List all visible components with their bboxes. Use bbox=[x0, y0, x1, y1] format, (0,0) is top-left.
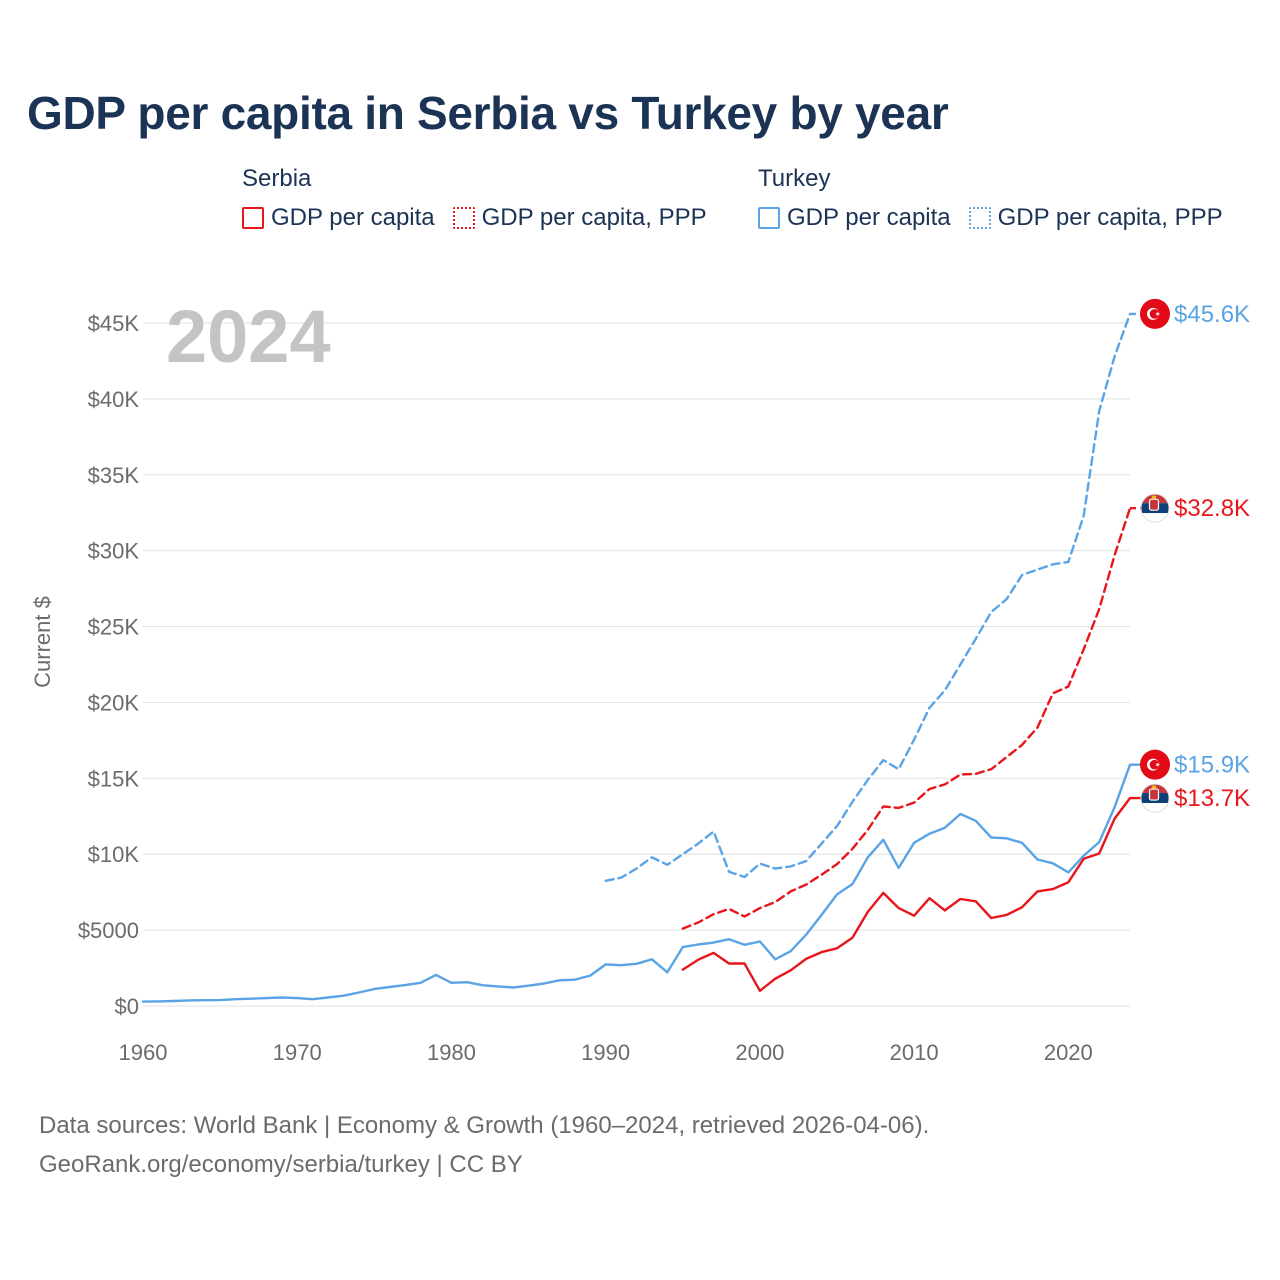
legend-swatch-serbia-solid-icon bbox=[242, 207, 264, 229]
end-value-label: $13.7K bbox=[1174, 785, 1250, 812]
serbia-flag-icon bbox=[1140, 493, 1170, 523]
y-tick-label: $30K bbox=[88, 539, 140, 564]
line-chart: $0$5000$10K$15K$20K$25K$30K$35K$40K$45K … bbox=[30, 295, 1250, 1065]
end-value-label: $32.8K bbox=[1174, 495, 1250, 522]
turkey-flag-icon bbox=[1140, 749, 1170, 780]
y-tick-label: $10K bbox=[88, 842, 140, 867]
legend-serbia: Serbia GDP per capita GDP per capita, PP… bbox=[242, 162, 707, 232]
y-tick-label: $20K bbox=[88, 690, 140, 715]
y-tick-label: $15K bbox=[88, 766, 140, 791]
legend-swatch-turkey-solid-icon bbox=[758, 207, 780, 229]
footer-url[interactable]: GeoRank.org/economy/serbia/turkey | CC B… bbox=[39, 1151, 523, 1178]
chart-title: GDP per capita in Serbia vs Turkey by ye… bbox=[27, 87, 949, 139]
y-axis-title: Current $ bbox=[30, 596, 55, 688]
legend-serbia-gdp[interactable]: GDP per capita bbox=[242, 204, 435, 232]
series-line-serbia_gdp[interactable] bbox=[681, 796, 1132, 992]
footer: Data sources: World Bank | Economy & Gro… bbox=[39, 1106, 929, 1184]
legend-serbia-ppp-label: GDP per capita, PPP bbox=[481, 204, 707, 231]
legend-serbia-gdp-label: GDP per capita bbox=[271, 204, 435, 231]
x-tick-label: 2020 bbox=[1044, 1040, 1093, 1065]
legend-swatch-serbia-dotted-icon bbox=[452, 207, 475, 229]
gridlines bbox=[143, 322, 1130, 1007]
legend-serbia-heading: Serbia bbox=[242, 165, 312, 192]
legend-turkey-gdp-label: GDP per capita bbox=[787, 204, 951, 231]
series-lines bbox=[141, 312, 1132, 1003]
series-end-labels: $45.6K $32.8K $15.9K $13.7K bbox=[1130, 298, 1250, 813]
legend-turkey-heading: Turkey bbox=[758, 165, 831, 192]
y-tick-label: $5000 bbox=[78, 918, 139, 943]
y-tick-label: $0 bbox=[115, 994, 139, 1019]
x-tick-label: 2000 bbox=[735, 1040, 784, 1065]
series-line-serbia_ppp[interactable] bbox=[681, 507, 1132, 930]
legend-turkey-ppp-label: GDP per capita, PPP bbox=[997, 204, 1223, 231]
y-tick-label: $40K bbox=[88, 387, 140, 412]
series-line-turkey_ppp[interactable] bbox=[604, 312, 1132, 882]
legend-turkey-gdp[interactable]: GDP per capita bbox=[758, 204, 951, 232]
x-tick-label: 1980 bbox=[427, 1040, 476, 1065]
y-axis-ticks: $0 $5000 $10K $15K $20K $25K $30K $35K $40K $45K bbox=[78, 311, 140, 1019]
x-tick-label: 2010 bbox=[890, 1040, 939, 1065]
series-line-turkey_gdp[interactable] bbox=[141, 763, 1132, 1003]
footer-sources: Data sources: World Bank | Economy & Gro… bbox=[39, 1112, 930, 1139]
x-tick-label: 1990 bbox=[581, 1040, 630, 1065]
y-tick-label: $25K bbox=[88, 615, 140, 640]
end-value-label: $45.6K bbox=[1174, 301, 1250, 328]
x-tick-label: 1970 bbox=[273, 1040, 322, 1065]
x-tick-label: 1960 bbox=[119, 1040, 168, 1065]
current-year-label: 2024 bbox=[166, 295, 331, 378]
serbia-flag-icon bbox=[1140, 783, 1170, 813]
y-tick-label: $45K bbox=[88, 311, 140, 336]
y-tick-label: $35K bbox=[88, 463, 140, 488]
legend-turkey-ppp[interactable]: GDP per capita, PPP bbox=[968, 204, 1223, 232]
end-value-label: $15.9K bbox=[1174, 752, 1250, 779]
turkey-flag-icon bbox=[1140, 298, 1170, 329]
x-axis-ticks: 1960 1970 1980 1990 2000 2010 2020 bbox=[119, 1040, 1093, 1065]
legend-serbia-ppp[interactable]: GDP per capita, PPP bbox=[452, 204, 707, 232]
legend-swatch-turkey-dotted-icon bbox=[968, 207, 991, 229]
legend-turkey: Turkey GDP per capita GDP per capita, PP… bbox=[758, 162, 1223, 232]
